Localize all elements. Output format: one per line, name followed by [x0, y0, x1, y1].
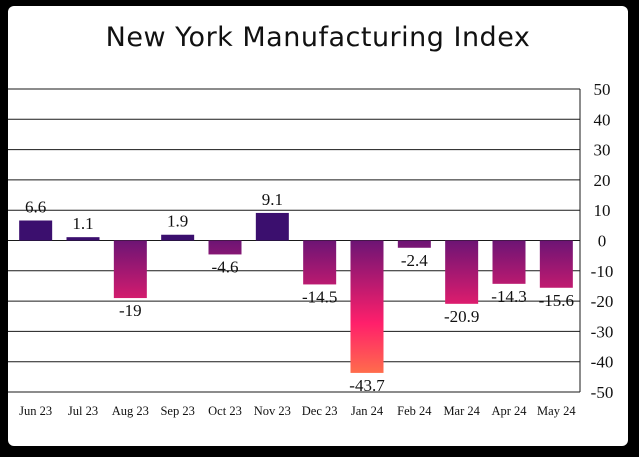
gridlines: [8, 88, 581, 393]
x-tick-label: Oct 23: [208, 404, 242, 418]
data-label: -43.7: [349, 376, 385, 395]
chart-card: New York Manufacturing Index 6.6 1.1 -19 1.…: [8, 6, 628, 446]
y-tick-label: 20: [594, 171, 611, 190]
y-tick-label: -10: [591, 262, 614, 281]
bar: [539, 240, 573, 288]
data-label: -20.9: [444, 307, 479, 326]
data-label: -14.5: [302, 287, 337, 306]
x-tick-label: Apr 24: [491, 404, 527, 418]
y-axis-ticks: 50 40 30 20 10 0 -10 -20 -30 -40 -50: [591, 80, 614, 402]
data-label: 9.1: [262, 190, 283, 209]
data-label: -14.3: [491, 287, 526, 306]
data-label: -15.6: [539, 291, 574, 310]
x-tick-label: Jan 24: [351, 404, 384, 418]
x-tick-label: May 24: [537, 404, 576, 418]
data-label: 6.6: [25, 198, 46, 217]
data-label: 1.1: [72, 214, 93, 233]
x-tick-label: Jul 23: [68, 404, 98, 418]
y-tick-label: -50: [591, 383, 614, 402]
bar: [255, 212, 289, 241]
x-tick-label: Sep 23: [160, 404, 194, 418]
x-tick-label: Feb 24: [397, 404, 432, 418]
x-tick-label: Aug 23: [112, 404, 149, 418]
bar: [350, 240, 384, 373]
bar: [492, 240, 526, 284]
bar: [397, 240, 431, 248]
y-tick-label: 30: [594, 141, 611, 160]
x-tick-label: Mar 24: [443, 404, 480, 418]
data-label: -2.4: [401, 251, 428, 270]
y-tick-label: 50: [594, 80, 611, 99]
y-tick-label: -40: [591, 353, 614, 372]
y-tick-label: 40: [594, 110, 611, 129]
y-tick-label: -30: [591, 322, 614, 341]
bars: [19, 212, 573, 373]
bar: [208, 240, 242, 255]
y-tick-label: -20: [591, 292, 614, 311]
x-axis-ticks: Jun 23 Jul 23 Aug 23 Sep 23 Oct 23 Nov 23 Dec …: [19, 404, 576, 418]
data-labels: 6.6 1.1 -19 1.9 -4.6 9.1 -14.5 -43.7 -2.4 -20.9 -1…: [25, 190, 574, 395]
data-label: -4.6: [212, 257, 239, 276]
y-tick-label: 10: [594, 201, 611, 220]
bar: [19, 220, 53, 241]
y-tick-label: 0: [598, 232, 607, 251]
data-label: 1.9: [167, 212, 188, 231]
bar: [113, 240, 147, 299]
x-tick-label: Dec 23: [302, 404, 338, 418]
bar: [303, 240, 337, 285]
data-label: -19: [119, 301, 142, 320]
bar: [161, 234, 195, 241]
x-tick-label: Jun 23: [19, 404, 52, 418]
chart-title: New York Manufacturing Index: [105, 22, 531, 53]
x-tick-label: Nov 23: [254, 404, 291, 418]
bar: [66, 237, 100, 241]
bar-chart: 6.6 1.1 -19 1.9 -4.6 9.1 -14.5 -43.7 -2.4 -20.9 -1…: [8, 80, 614, 418]
bar: [445, 240, 479, 304]
